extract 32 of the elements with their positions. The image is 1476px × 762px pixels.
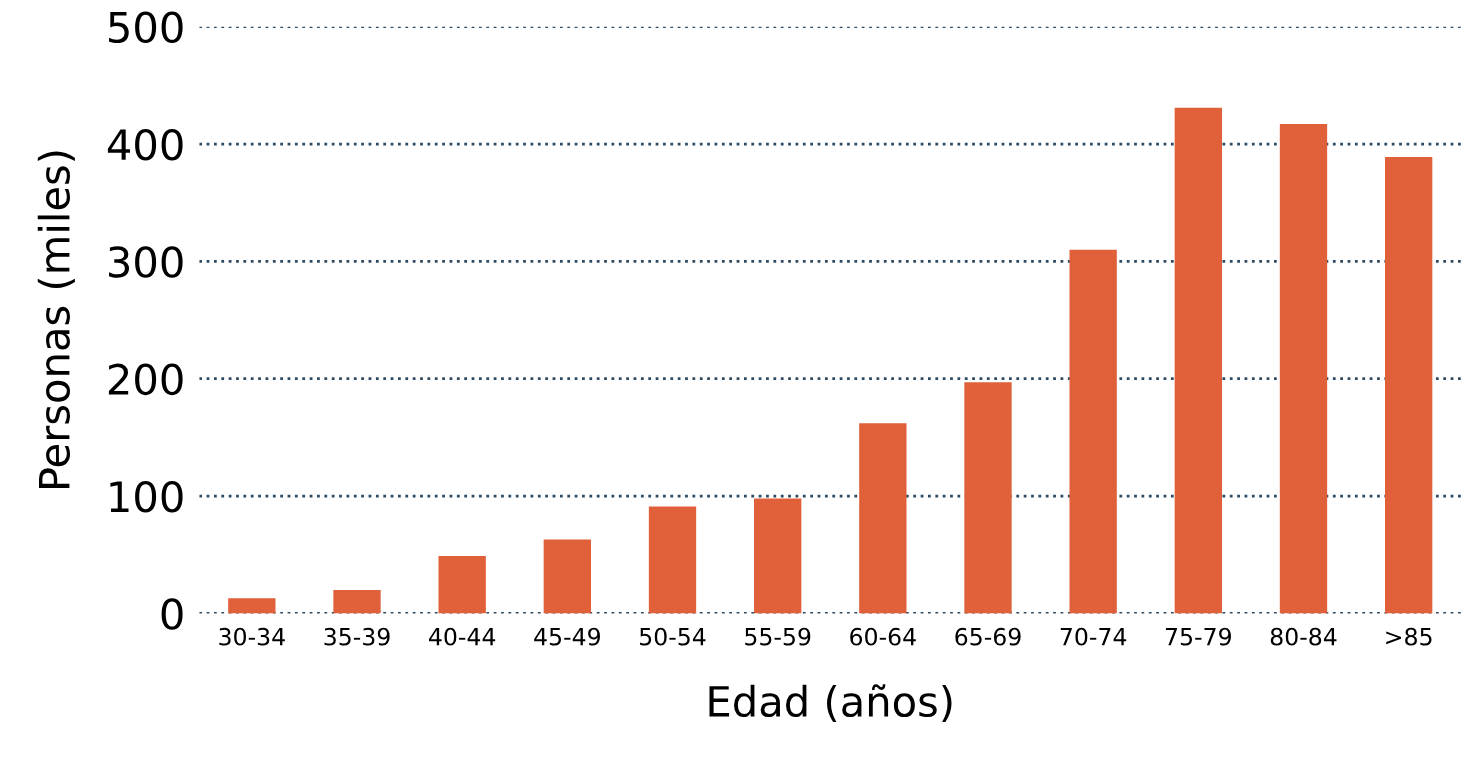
bar: [859, 423, 907, 614]
bar: [648, 506, 697, 614]
y-tick-label: 500: [109, 11, 183, 44]
bar: [1069, 249, 1117, 614]
x-tick-label: 35-39: [324, 627, 390, 646]
bar: [754, 498, 802, 614]
x-tick-label: 60-64: [850, 627, 916, 646]
x-tick-label: 45-49: [534, 627, 600, 646]
x-tick-label: 40-44: [429, 627, 496, 646]
x-tick-label: >85: [1386, 627, 1432, 646]
x-tick-label: 50-54: [640, 627, 706, 646]
y-tick-label: 100: [110, 480, 183, 513]
bar: [543, 539, 591, 614]
x-tick-label: 30-34: [219, 627, 285, 646]
x-tick-label: 55-59: [745, 627, 811, 646]
bar: [964, 382, 1012, 614]
bar: [1385, 156, 1433, 614]
bar: [228, 598, 276, 614]
bar: [1279, 124, 1328, 614]
bar: [1174, 107, 1222, 614]
x-tick-label: 75-79: [1165, 627, 1231, 646]
y-tick-label: 400: [107, 128, 183, 161]
y-tick-label: 200: [108, 363, 183, 396]
y-axis-title: Personas (miles): [37, 151, 75, 488]
bar: [333, 589, 381, 614]
x-tick-label: 80-84: [1270, 627, 1337, 646]
x-tick-label: 65-69: [955, 627, 1021, 646]
x-axis-title: Edad (años): [709, 684, 952, 723]
bar: [438, 555, 486, 614]
x-tick-label: 70-74: [1060, 627, 1127, 646]
y-tick-label: 300: [109, 246, 183, 278]
y-tick-label: 0: [161, 598, 183, 630]
